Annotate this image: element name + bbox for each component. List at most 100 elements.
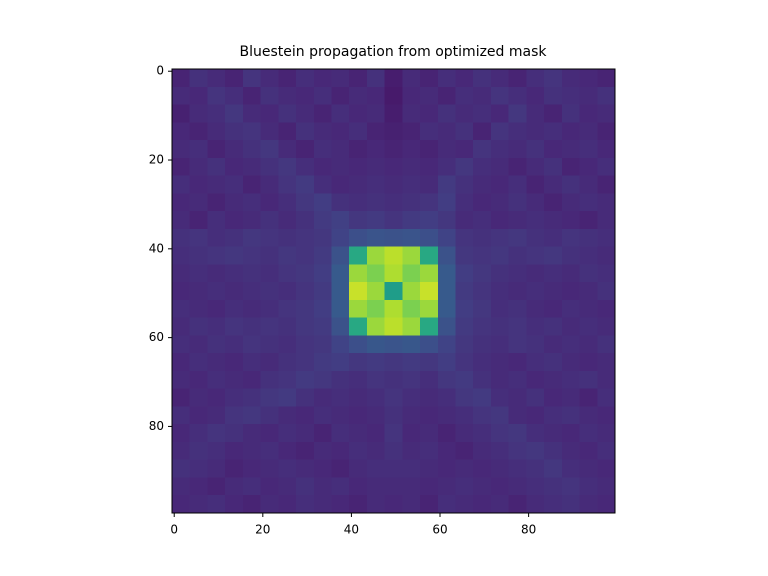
heatmap-cell <box>420 246 439 265</box>
heatmap-cell <box>561 175 581 194</box>
heatmap-cell <box>331 140 350 159</box>
heatmap-cell <box>544 477 563 496</box>
heatmap-cell <box>172 406 191 425</box>
heatmap-cell <box>366 193 386 212</box>
heatmap-cell <box>455 459 474 478</box>
heatmap-cell <box>278 264 297 283</box>
heatmap-cell <box>349 477 368 496</box>
heatmap-cell <box>172 388 191 407</box>
heatmap-cell <box>473 228 492 248</box>
heatmap-cell <box>296 211 315 230</box>
heatmap-cell <box>490 211 510 230</box>
heatmap-cell <box>579 477 598 496</box>
heatmap-cell <box>366 370 386 390</box>
heatmap-cell <box>490 193 510 212</box>
heatmap-cell <box>260 157 279 177</box>
heatmap-cell <box>242 86 262 106</box>
heatmap-cell <box>278 424 297 443</box>
heatmap-cell <box>366 299 386 319</box>
heatmap-cell <box>402 282 421 301</box>
heatmap-cell <box>526 477 545 496</box>
heatmap-cell <box>189 86 208 106</box>
heatmap-cell <box>189 299 208 319</box>
heatmap-cell <box>579 140 598 159</box>
heatmap-cell <box>455 175 474 194</box>
heatmap-cell <box>331 353 350 372</box>
heatmap-cell <box>490 370 510 390</box>
heatmap-cell <box>189 335 208 354</box>
heatmap-cell <box>526 459 545 478</box>
heatmap-cell <box>225 335 244 354</box>
heatmap-cell <box>473 193 492 212</box>
heatmap-cell <box>260 193 279 212</box>
heatmap-cell <box>207 353 226 372</box>
heatmap-cell <box>455 495 474 514</box>
heatmap-cell <box>313 459 332 478</box>
heatmap-cell <box>207 157 226 177</box>
heatmap-cell <box>579 335 598 354</box>
heatmap-cell <box>384 317 403 336</box>
heatmap-cell <box>207 211 226 230</box>
heatmap-cell <box>296 424 315 443</box>
heatmap-cell <box>508 140 527 159</box>
heatmap-cell <box>526 388 545 407</box>
heatmap-cell <box>473 211 492 230</box>
heatmap-cell <box>242 317 262 336</box>
heatmap-cell <box>331 335 350 354</box>
heatmap-cell <box>296 353 315 372</box>
heatmap-cell <box>544 459 563 478</box>
heatmap-cell <box>278 388 297 407</box>
heatmap-cell <box>296 495 315 514</box>
heatmap-cell <box>172 370 191 390</box>
heatmap-cell <box>508 282 527 301</box>
heatmap-cell <box>172 282 191 301</box>
heatmap-cell <box>597 459 616 478</box>
heatmap-cell <box>490 282 510 301</box>
heatmap-cell <box>366 211 386 230</box>
heatmap-cell <box>260 299 279 319</box>
heatmap-cell <box>579 441 598 461</box>
heatmap-cell <box>402 246 421 265</box>
x-tick-label: 40 <box>344 523 359 537</box>
heatmap-cell <box>597 86 616 106</box>
heatmap-cell <box>331 459 350 478</box>
heatmap-cell <box>260 140 279 159</box>
heatmap-cell <box>420 370 439 390</box>
y-tick-label: 20 <box>149 153 164 167</box>
heatmap-cell <box>296 370 315 390</box>
heatmap-cell <box>296 335 315 354</box>
heatmap-cell <box>420 140 439 159</box>
heatmap-cell <box>349 317 368 336</box>
heatmap-cell <box>561 282 581 301</box>
heatmap-cell <box>189 246 208 265</box>
heatmap-cell <box>349 86 368 106</box>
heatmap-cell <box>242 140 262 159</box>
heatmap-cell <box>544 495 563 514</box>
heatmap-cell <box>189 69 208 88</box>
heatmap-cell <box>579 495 598 514</box>
heatmap-cell <box>544 353 563 372</box>
heatmap-cell <box>242 228 262 248</box>
heatmap-cell <box>544 441 563 461</box>
heatmap-cell <box>331 264 350 283</box>
heatmap-cell <box>508 477 527 496</box>
heatmap-cell <box>402 406 421 425</box>
heatmap-cell <box>561 228 581 248</box>
heatmap-cell <box>296 406 315 425</box>
heatmap-cell <box>561 388 581 407</box>
heatmap-cell <box>207 317 226 336</box>
heatmap-cell <box>544 228 563 248</box>
heatmap-cell <box>313 406 332 425</box>
heatmap-cell <box>597 122 616 141</box>
heatmap-cell <box>384 140 403 159</box>
heatmap-cell <box>225 157 244 177</box>
heatmap-cell <box>437 353 457 372</box>
heatmap-cell <box>189 370 208 390</box>
heatmap-cell <box>296 299 315 319</box>
heatmap-cell <box>242 122 262 141</box>
heatmap-cell <box>473 264 492 283</box>
heatmap-cell <box>225 140 244 159</box>
heatmap-cell <box>597 335 616 354</box>
heatmap-cell <box>508 86 527 106</box>
